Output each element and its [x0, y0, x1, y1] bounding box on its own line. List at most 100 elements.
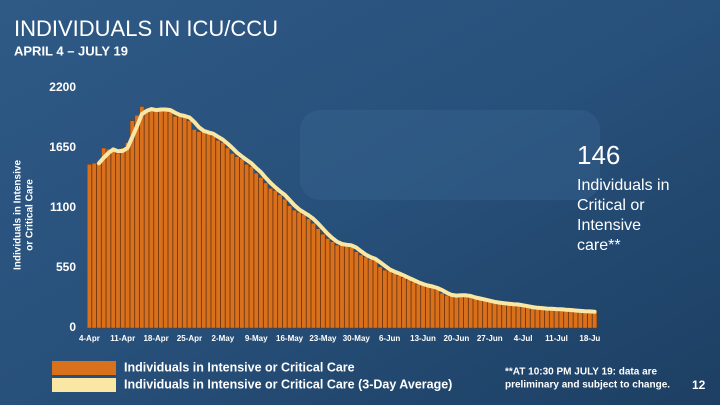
bar: [139, 106, 145, 329]
bar: [425, 286, 431, 329]
y-tick-label: 2200: [49, 80, 76, 94]
bar: [258, 177, 264, 329]
bar: [301, 214, 307, 329]
bar: [315, 228, 321, 329]
bar: [282, 199, 288, 329]
bed-shape: [300, 110, 600, 200]
bar: [153, 109, 159, 329]
bar: [406, 279, 412, 329]
legend-label: Individuals in Intensive or Critical Car…: [124, 360, 355, 374]
y-tick-label: 1100: [50, 200, 76, 214]
bar: [392, 273, 397, 329]
bar: [268, 188, 273, 329]
bar: [291, 209, 297, 329]
bar: [530, 307, 535, 329]
bar: [234, 156, 240, 329]
x-tick-label: 4-Jul: [514, 334, 533, 343]
x-tick-label: 16-May: [276, 334, 304, 343]
chart-title: INDIVIDUALS IN ICU/CCU: [14, 16, 278, 41]
bar: [449, 296, 454, 329]
x-tick-label: 23-May: [309, 334, 337, 343]
bar: [539, 308, 545, 329]
bar: [506, 303, 512, 329]
bar: [125, 142, 130, 329]
bar: [206, 133, 211, 329]
bar: [253, 172, 259, 329]
bar: [430, 287, 435, 329]
bar: [439, 292, 445, 329]
x-tick-label: 11-Jul: [545, 334, 568, 343]
average-line: [96, 107, 597, 314]
bar: [477, 299, 483, 329]
y-label-line: Individuals in Intensive: [13, 160, 24, 270]
bar: [349, 247, 354, 329]
bar: [358, 254, 364, 329]
bar: [535, 308, 540, 329]
x-tick-label: 20-Jun: [443, 334, 469, 343]
bar: [215, 140, 221, 329]
bar: [196, 131, 202, 329]
x-tick-label: 18-Ju: [579, 334, 600, 343]
x-tick-label: 25-Apr: [177, 334, 202, 343]
bar: [368, 259, 373, 329]
bar: [468, 297, 474, 329]
bar: [263, 182, 269, 329]
footnote: **AT 10:30 PM JULY 19: data are: [505, 367, 658, 378]
bar: [210, 135, 216, 329]
bar: [96, 161, 102, 329]
bar: [482, 300, 488, 329]
bar: [401, 277, 407, 329]
bar: [296, 212, 302, 329]
bar: [444, 295, 450, 329]
bar: [249, 166, 254, 329]
bar: [101, 147, 107, 329]
bar: [415, 284, 421, 329]
bar: [363, 256, 369, 329]
bar: [544, 308, 550, 329]
legend-swatch: [52, 361, 116, 375]
bar: [339, 244, 345, 329]
bar: [149, 109, 154, 329]
bar: [558, 309, 564, 329]
y-label-line: or Critical Care: [25, 179, 36, 251]
annotation-line: care**: [577, 237, 621, 254]
y-axis-label: Individuals in Intensive or Critical Car…: [13, 160, 36, 270]
bar: [182, 115, 188, 329]
bar: [501, 303, 507, 329]
bar: [330, 241, 335, 329]
bar: [492, 302, 497, 329]
x-tick-label: 18-Apr: [143, 334, 168, 343]
bar: [129, 120, 135, 329]
bar: [239, 158, 245, 329]
bar: [516, 304, 521, 329]
annotation-line: Critical or: [577, 197, 645, 214]
bar: [568, 310, 574, 329]
x-tick-label: 4-Apr: [79, 334, 100, 343]
bar: [377, 266, 383, 329]
bar: [420, 285, 426, 329]
bar: [272, 190, 278, 329]
x-tick-label: 30-May: [343, 334, 371, 343]
bar: [115, 153, 121, 329]
annotation-value: 146: [577, 140, 620, 170]
bar: [334, 244, 340, 329]
bar: [496, 302, 502, 329]
bar: [187, 120, 192, 329]
bar: [110, 151, 116, 329]
bar: [172, 116, 178, 329]
legend-label: Individuals in Intensive or Critical Car…: [124, 377, 452, 391]
bar: [587, 311, 593, 329]
bar: [325, 238, 331, 329]
bar: [163, 109, 168, 329]
y-tick-label: 550: [56, 260, 76, 274]
bar: [563, 309, 569, 329]
bar: [225, 147, 230, 329]
bar: [120, 147, 126, 329]
bar: [353, 251, 359, 329]
bar: [577, 310, 583, 329]
bar: [387, 271, 393, 329]
bar: [487, 301, 493, 329]
bar: [582, 311, 588, 329]
bar: [344, 243, 350, 329]
